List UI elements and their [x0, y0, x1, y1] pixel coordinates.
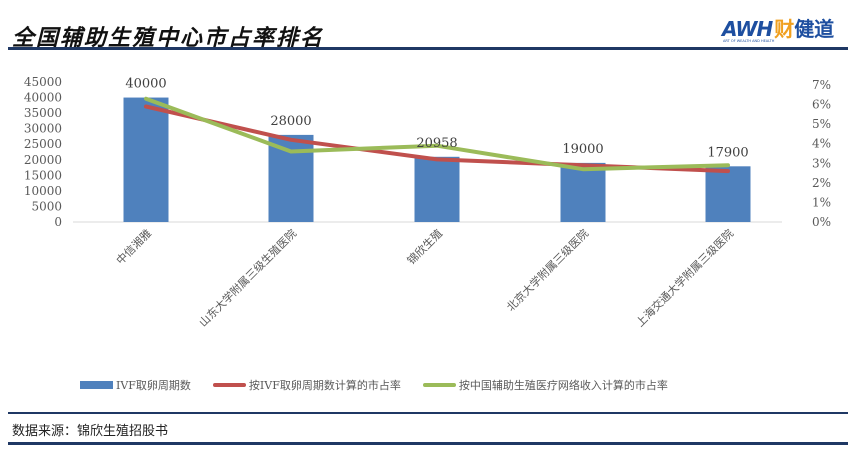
- left-axis-tick: 40000: [24, 91, 62, 105]
- right-axis-tick: 4%: [812, 137, 831, 151]
- bar: [414, 156, 460, 222]
- legend-item-red-line: 按IVF取卵周期数计算的市占率: [212, 377, 401, 393]
- bar-data-label: 19000: [562, 142, 603, 157]
- bar-data-label: 28000: [270, 114, 311, 129]
- left-axis-tick: 20000: [24, 153, 62, 167]
- legend-label: 按IVF取卵周期数计算的市占率: [248, 379, 401, 392]
- title-divider: [8, 47, 848, 50]
- bar: [268, 134, 314, 222]
- right-axis-tick: 2%: [812, 176, 831, 190]
- category-label: 北京大学附属三级医院: [503, 226, 591, 314]
- bar-data-label: 40000: [125, 77, 166, 92]
- brand-logo: AWH ART OF WEALTH AND HEALTH 财健道: [722, 18, 834, 44]
- chart-legend: IVF取卵周期数 按IVF取卵周期数计算的市占率 按中国辅助生殖医疗网络收入计算…: [80, 377, 690, 393]
- bar: [560, 162, 606, 222]
- data-labels: 40000 28000 20958 19000 17900: [125, 77, 748, 161]
- left-axis-tick: 25000: [24, 137, 62, 151]
- category-label: 山东大学附属三级生殖医院: [196, 226, 299, 329]
- legend-swatch-bar: [80, 381, 113, 389]
- right-axis-tick: 1%: [812, 195, 831, 209]
- legend-swatch-red-line: [212, 383, 246, 387]
- logo-tagline: ART OF WEALTH AND HEALTH: [723, 39, 775, 43]
- right-axis-tick: 7%: [812, 78, 831, 92]
- bar-series: [123, 97, 751, 222]
- left-axis-tick: 30000: [24, 122, 62, 136]
- category-label: 上海交通大学附属三级医院: [633, 226, 736, 329]
- bar: [705, 166, 751, 222]
- right-axis: 0% 1% 2% 3% 4% 5% 6% 7%: [812, 78, 831, 229]
- logo-chinese-name: 财健道: [774, 17, 835, 41]
- legend-label: IVF取卵周期数: [116, 379, 191, 392]
- footer-divider-top: [8, 412, 848, 414]
- legend-swatch-green-line: [422, 383, 456, 387]
- right-axis-tick: 5%: [812, 117, 831, 131]
- footer-divider-bottom: [8, 442, 848, 445]
- left-axis-tick: 45000: [24, 75, 62, 89]
- right-axis-tick: 3%: [812, 156, 831, 170]
- legend-item-bar: IVF取卵周期数: [80, 377, 191, 393]
- category-label: 锦欣生殖: [404, 226, 445, 267]
- left-axis-tick: 10000: [24, 184, 62, 198]
- left-axis-tick: 35000: [24, 106, 62, 120]
- right-axis-tick: 6%: [812, 98, 831, 112]
- bar-data-label: 17900: [707, 145, 748, 160]
- line-series: [144, 96, 730, 174]
- category-label: 中信湘雅: [113, 226, 154, 267]
- left-axis-tick: 5000: [31, 199, 62, 213]
- bar: [123, 97, 169, 222]
- logo-awh: AWH: [722, 17, 773, 41]
- page-title: 全国辅助生殖中心市占率排名: [12, 25, 325, 51]
- combo-chart: 0500010000150002000025000300003500040000…: [24, 75, 831, 329]
- legend-label: 按中国辅助生殖医疗网络收入计算的市占率: [458, 379, 668, 392]
- legend-item-green-line: 按中国辅助生殖医疗网络收入计算的市占率: [422, 377, 668, 393]
- category-labels: 中信湘雅 山东大学附属三级生殖医院 锦欣生殖 北京大学附属三级医院 上海交通大学附属三级…: [113, 226, 736, 329]
- bar-data-label: 20958: [416, 136, 457, 151]
- data-source: 数据来源：锦欣生殖招股书: [12, 424, 169, 439]
- green-line-series: [144, 96, 730, 172]
- left-axis-tick: 0: [54, 215, 62, 229]
- left-axis-tick: 15000: [24, 168, 62, 182]
- right-axis-tick: 0%: [812, 215, 831, 229]
